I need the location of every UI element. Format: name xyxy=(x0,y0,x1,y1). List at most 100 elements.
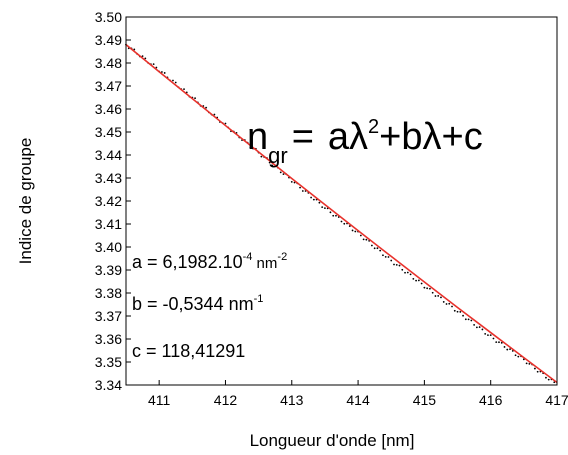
measured-point xyxy=(517,355,520,358)
measured-point xyxy=(376,247,379,250)
measured-point xyxy=(172,79,174,82)
fit-line xyxy=(125,43,558,384)
y-tick-label: 3.49 xyxy=(95,32,122,48)
y-tick-label: 3.34 xyxy=(95,377,122,393)
measured-point xyxy=(365,238,368,241)
measured-point xyxy=(310,196,313,199)
measured-point xyxy=(301,190,304,192)
measured-point xyxy=(406,271,409,274)
measured-point xyxy=(133,48,136,51)
y-tick-label: 3.40 xyxy=(95,239,122,255)
measured-point xyxy=(533,367,536,370)
measured-point xyxy=(445,303,448,305)
measured-point xyxy=(332,214,335,217)
measured-point xyxy=(415,279,417,282)
measured-point xyxy=(451,305,453,308)
measured-point xyxy=(467,318,470,321)
x-tick-label: 414 xyxy=(346,392,370,408)
measured-point xyxy=(506,348,509,351)
measured-point xyxy=(475,326,478,329)
measured-point xyxy=(420,282,423,285)
measured-point xyxy=(401,268,404,271)
y-tick-label: 3.50 xyxy=(95,9,122,25)
measured-point xyxy=(390,259,393,262)
measured-point xyxy=(335,214,337,217)
measured-point xyxy=(324,207,326,209)
measured-point xyxy=(429,287,431,290)
data-layer xyxy=(125,43,558,384)
measured-point xyxy=(343,222,346,225)
measured-point xyxy=(487,334,489,337)
y-tick-label: 3.43 xyxy=(95,170,122,186)
measured-point xyxy=(359,234,362,237)
measured-point xyxy=(404,271,406,274)
x-tick-label: 415 xyxy=(413,392,437,408)
measured-point xyxy=(553,381,556,384)
measured-point xyxy=(213,113,216,116)
measured-point xyxy=(464,318,467,321)
measured-point xyxy=(434,295,437,297)
measured-point xyxy=(393,263,395,266)
measured-point xyxy=(498,341,500,344)
y-tick-label: 3.47 xyxy=(95,78,122,94)
coef-b: b = -0,5344 nm-1 xyxy=(132,293,263,314)
y-tick-label: 3.46 xyxy=(95,101,122,117)
measured-point xyxy=(547,378,550,381)
measured-point xyxy=(478,326,481,328)
measured-point xyxy=(282,173,285,176)
measured-point xyxy=(536,370,539,373)
coef-a: a = 6,1982.10-4 nm-2 xyxy=(132,251,287,272)
measured-point xyxy=(503,346,506,348)
y-tick-label: 3.36 xyxy=(95,331,122,347)
measured-point xyxy=(141,55,144,58)
measured-point xyxy=(351,229,354,232)
measured-point xyxy=(431,291,434,294)
measured-point xyxy=(426,287,429,290)
measured-point xyxy=(528,362,531,365)
measured-point xyxy=(417,279,420,282)
measured-point xyxy=(370,244,373,247)
measured-point xyxy=(387,256,390,258)
measured-point xyxy=(290,180,293,183)
measured-point xyxy=(395,263,398,266)
coef-c: c = 118,41291 xyxy=(132,341,245,361)
measured-point xyxy=(260,155,263,158)
measured-point xyxy=(312,198,315,201)
ticks: 3.34 3.35 3.36 3.37 3.38 3.39 3.40 3.41 3.42 3.43… xyxy=(95,9,568,408)
measured-point xyxy=(525,362,528,365)
x-tick-label: 412 xyxy=(214,392,238,408)
measured-point xyxy=(448,302,451,305)
measured-point xyxy=(155,66,158,69)
measured-point xyxy=(470,319,473,322)
measured-point xyxy=(161,71,163,73)
measured-point xyxy=(348,225,351,227)
measured-point xyxy=(412,277,415,280)
y-axis-title: Indice de groupe xyxy=(16,138,35,265)
measured-point xyxy=(453,309,456,312)
y-tick-label: 3.44 xyxy=(95,147,122,163)
measured-point xyxy=(462,314,464,317)
measured-point xyxy=(456,310,459,313)
measured-point xyxy=(495,341,498,344)
y-tick-label: 3.48 xyxy=(95,55,122,71)
measured-point xyxy=(279,171,282,174)
measured-point xyxy=(373,247,376,250)
measured-point xyxy=(299,186,301,189)
measured-point xyxy=(384,255,387,258)
measured-point xyxy=(459,311,462,313)
measured-point xyxy=(500,341,503,344)
measured-point xyxy=(509,348,511,351)
measured-point xyxy=(183,88,185,91)
measured-point xyxy=(163,72,166,74)
measured-point xyxy=(473,324,476,326)
y-tick-label: 3.37 xyxy=(95,308,122,324)
measured-point xyxy=(194,97,196,100)
measured-point xyxy=(409,273,412,276)
formula-annotation: ngr = aλ2+bλ+c xyxy=(247,116,483,168)
measured-point xyxy=(382,254,384,257)
measured-point xyxy=(321,206,324,209)
x-tick-label: 416 xyxy=(479,392,503,408)
measured-point xyxy=(293,181,296,184)
measured-point xyxy=(437,295,440,297)
